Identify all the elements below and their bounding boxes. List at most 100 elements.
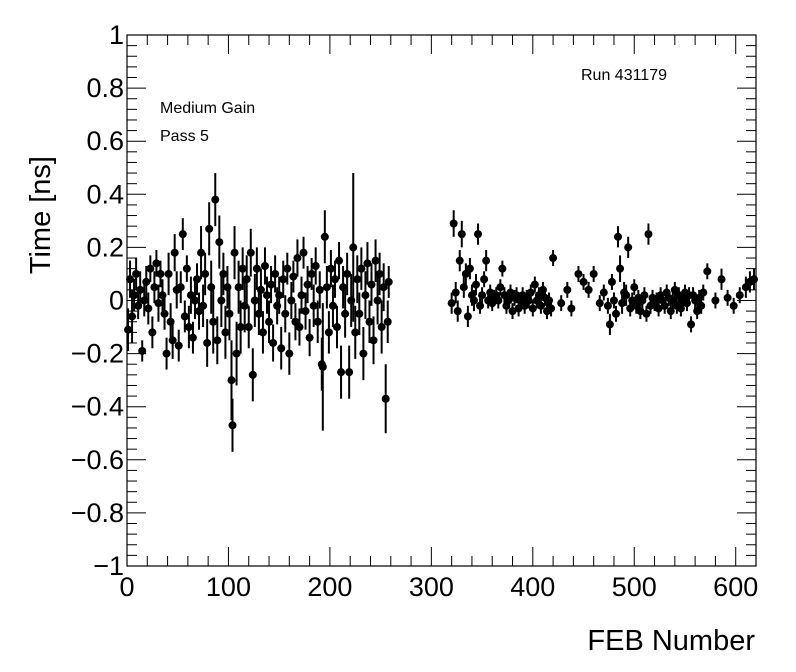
- y-tick-label: 0.6: [86, 126, 124, 156]
- data-point: [184, 305, 193, 349]
- marker: [188, 333, 197, 342]
- data-point: [478, 287, 487, 304]
- data-point: [549, 250, 558, 266]
- y-tick-label: −0.4: [71, 392, 124, 422]
- data-point: [459, 276, 468, 298]
- marker: [221, 328, 230, 337]
- data-point: [279, 260, 288, 298]
- data-point: [263, 276, 272, 314]
- marker: [154, 299, 163, 308]
- marker: [142, 277, 151, 286]
- data-point: [277, 327, 286, 370]
- data-point: [609, 292, 618, 309]
- marker: [547, 304, 556, 313]
- data-point: [234, 260, 243, 314]
- data-point: [207, 260, 216, 314]
- data-point: [190, 281, 199, 320]
- marker: [228, 421, 237, 430]
- marker: [474, 230, 483, 239]
- y-axis-title: Time [ns]: [25, 156, 57, 274]
- data-point: [267, 265, 276, 304]
- data-point: [355, 292, 364, 336]
- data-point: [457, 220, 466, 248]
- data-point: [295, 308, 304, 346]
- marker: [345, 368, 354, 377]
- marker: [622, 291, 631, 300]
- marker: [605, 320, 614, 329]
- marker: [642, 309, 651, 318]
- data-point: [384, 265, 393, 298]
- marker: [293, 254, 302, 263]
- marker: [146, 264, 155, 273]
- marker: [230, 248, 239, 257]
- marker: [203, 338, 212, 347]
- data-point: [244, 305, 253, 349]
- data-point: [589, 265, 598, 282]
- marker: [275, 291, 284, 300]
- marker: [285, 349, 294, 358]
- data-point: [144, 292, 153, 325]
- data-point: [584, 281, 593, 298]
- marker: [343, 269, 352, 278]
- marker: [379, 283, 388, 292]
- marker: [373, 296, 382, 305]
- data-point: [644, 223, 653, 245]
- data-point: [381, 364, 390, 434]
- marker: [162, 349, 171, 358]
- marker: [359, 349, 368, 358]
- data-point: [205, 202, 214, 256]
- marker: [240, 301, 249, 310]
- marker: [303, 280, 312, 289]
- data-point: [530, 276, 539, 293]
- marker: [138, 346, 147, 355]
- data-point: [361, 271, 370, 320]
- marker: [666, 307, 675, 316]
- marker: [318, 362, 327, 371]
- data-point: [371, 239, 380, 282]
- marker: [530, 280, 539, 289]
- data-point: [293, 239, 302, 277]
- y-axis: −1 −0.8 −0.6 −0.4 −0.2 0 0.2 0.4 0.6 0.8 1: [71, 20, 756, 581]
- data-point: [297, 276, 306, 314]
- marker: [369, 336, 378, 345]
- data-point: [180, 300, 189, 333]
- data-point: [258, 311, 267, 354]
- marker: [453, 307, 462, 316]
- marker: [193, 275, 202, 284]
- marker: [313, 317, 322, 326]
- marker: [447, 299, 456, 308]
- data-point: [162, 337, 171, 370]
- data-point: [482, 250, 491, 272]
- y-tick-label: 0.8: [86, 73, 124, 103]
- data-point: [735, 287, 744, 304]
- data-point: [599, 284, 608, 301]
- data-point: [363, 242, 372, 285]
- data-point: [451, 281, 460, 304]
- data-point: [660, 297, 669, 314]
- data-point: [563, 281, 572, 298]
- marker: [265, 317, 274, 326]
- marker: [207, 283, 216, 292]
- data-point: [303, 265, 312, 304]
- marker: [128, 312, 137, 321]
- x-tick-label: 400: [510, 572, 555, 602]
- marker: [213, 336, 222, 345]
- data-point: [508, 303, 517, 320]
- data-point: [343, 252, 352, 296]
- marker: [130, 291, 139, 300]
- data-point: [307, 258, 316, 290]
- marker: [156, 269, 165, 278]
- data-point: [138, 340, 147, 362]
- data-point: [449, 210, 458, 237]
- data-point: [301, 292, 310, 330]
- data-point: [221, 305, 230, 359]
- marker: [498, 264, 507, 273]
- data-point: [324, 311, 333, 354]
- marker: [148, 328, 157, 337]
- marker: [267, 280, 276, 289]
- data-point: [240, 279, 249, 333]
- data-point: [178, 218, 187, 251]
- data-point: [242, 255, 251, 304]
- y-tick-label: 0.4: [86, 179, 124, 209]
- y-tick-label: −1: [93, 551, 124, 581]
